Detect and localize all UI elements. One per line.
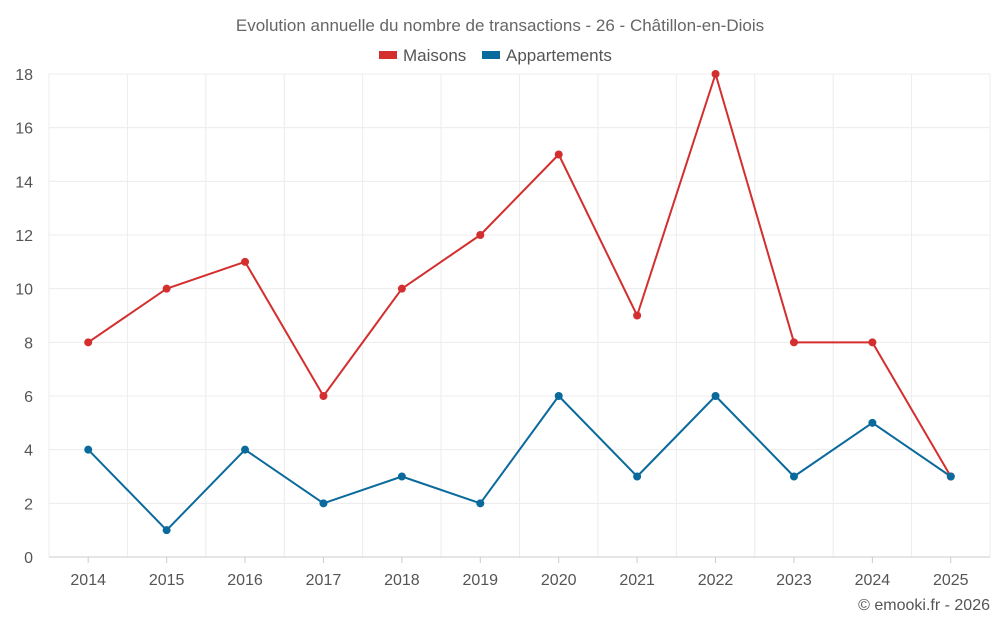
data-point-appartements[interactable] xyxy=(633,472,642,481)
y-tick-label: 12 xyxy=(15,228,33,245)
data-point-appartements[interactable] xyxy=(84,445,93,454)
data-point-maisons[interactable] xyxy=(84,338,93,347)
y-tick-label: 18 xyxy=(15,67,33,84)
legend-swatch-maisons xyxy=(379,51,397,59)
series-line-appartements xyxy=(87,395,952,532)
legend-label-maisons: Maisons xyxy=(403,46,466,65)
credit-text: © emooki.fr - 2026 xyxy=(858,597,990,614)
x-tick-label: 2024 xyxy=(855,572,891,589)
data-point-maisons[interactable] xyxy=(868,338,877,347)
data-point-appartements[interactable] xyxy=(554,392,563,400)
data-point-appartements[interactable] xyxy=(868,418,877,427)
data-point-maisons[interactable] xyxy=(319,392,328,400)
y-tick-label: 0 xyxy=(24,550,33,567)
legend-swatch-appartements xyxy=(482,51,500,59)
series-line-maisons xyxy=(87,73,952,478)
x-tick-label: 2014 xyxy=(70,572,106,589)
x-tick-label: 2018 xyxy=(384,572,420,589)
y-tick-label: 6 xyxy=(24,389,33,406)
x-tick-label: 2022 xyxy=(698,572,734,589)
y-tick-label: 14 xyxy=(15,174,33,191)
x-tick-label: 2020 xyxy=(541,572,577,589)
data-point-maisons[interactable] xyxy=(633,311,642,320)
x-tick-label: 2025 xyxy=(933,572,969,589)
grid xyxy=(48,73,991,557)
legend-item-maisons[interactable]: Maisons xyxy=(379,46,466,65)
series xyxy=(84,70,955,535)
data-point-maisons[interactable] xyxy=(711,70,720,78)
axes: 0 2 4 6 8 10 12 14 16 18 2014 2015 2016 2017 2018 2019 2… xyxy=(15,67,990,589)
data-point-maisons[interactable] xyxy=(162,284,171,293)
data-point-maisons[interactable] xyxy=(789,338,798,347)
x-tick-label: 2017 xyxy=(306,572,342,589)
y-tick-label: 2 xyxy=(24,496,33,513)
data-point-appartements[interactable] xyxy=(397,472,406,481)
x-tick-label: 2015 xyxy=(149,572,185,589)
chart-title: Evolution annuelle du nombre de transact… xyxy=(236,16,764,35)
data-point-appartements[interactable] xyxy=(711,392,720,400)
x-tick-label: 2021 xyxy=(619,572,655,589)
data-point-appartements[interactable] xyxy=(162,526,171,535)
data-point-maisons[interactable] xyxy=(554,150,563,159)
x-tick-label: 2016 xyxy=(227,572,263,589)
legend-item-appartements[interactable]: Appartements xyxy=(482,46,612,65)
data-point-appartements[interactable] xyxy=(789,472,798,481)
x-tick-label: 2023 xyxy=(776,572,812,589)
legend: Maisons Appartements xyxy=(379,46,612,65)
data-point-appartements[interactable] xyxy=(241,445,250,454)
y-tick-label: 4 xyxy=(24,443,33,460)
legend-label-appartements: Appartements xyxy=(506,46,612,65)
y-tick-label: 10 xyxy=(15,282,33,299)
data-point-appartements[interactable] xyxy=(476,499,485,508)
data-point-appartements[interactable] xyxy=(946,472,955,481)
data-point-maisons[interactable] xyxy=(476,231,485,239)
y-tick-label: 8 xyxy=(24,335,33,352)
x-tick-label: 2019 xyxy=(462,572,498,589)
data-point-maisons[interactable] xyxy=(241,257,250,266)
y-tick-label: 16 xyxy=(15,121,33,138)
data-point-appartements[interactable] xyxy=(319,499,328,508)
data-point-maisons[interactable] xyxy=(397,284,406,293)
